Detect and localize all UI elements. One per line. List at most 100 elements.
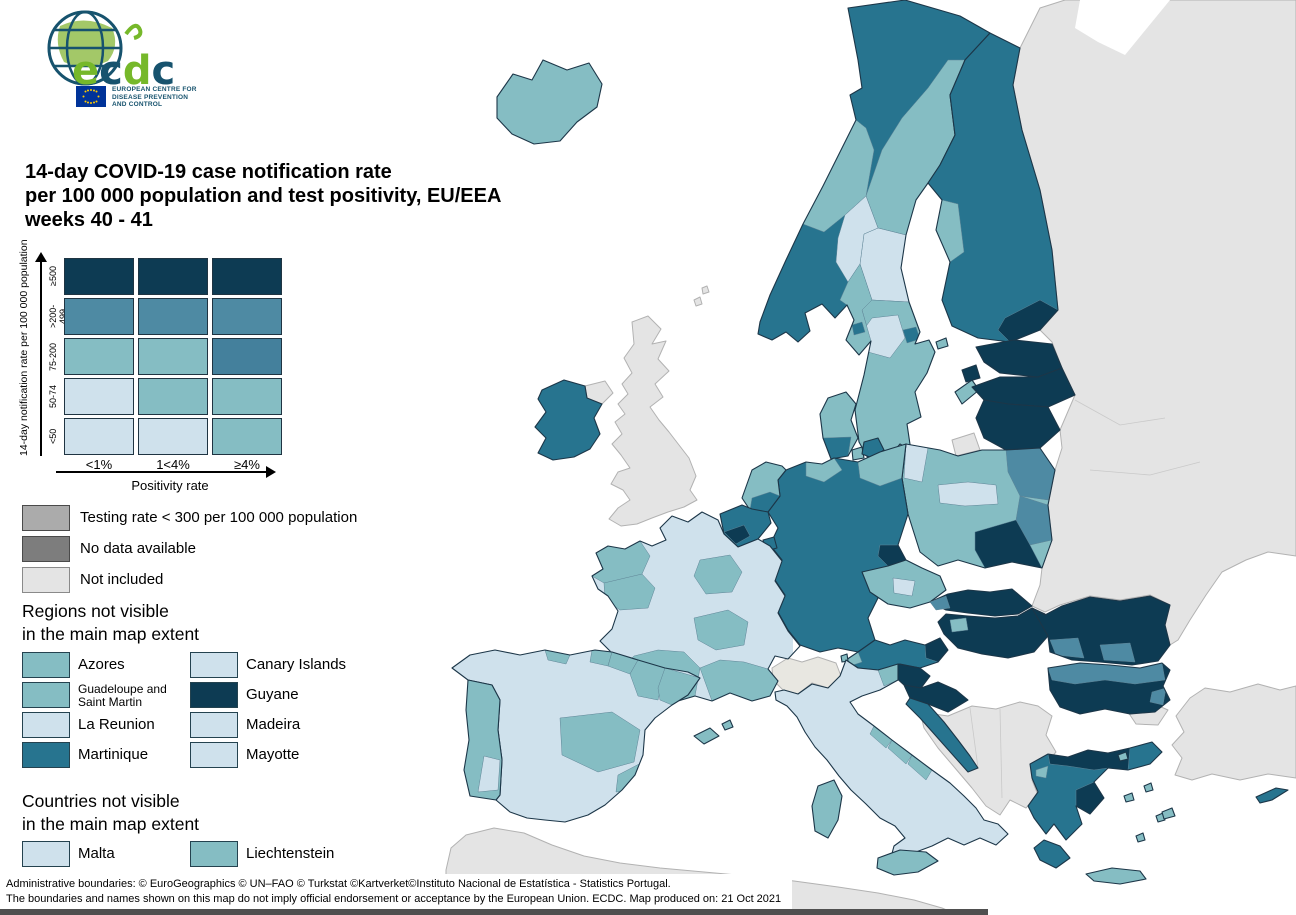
region-greece-west [1035, 765, 1049, 779]
region-slovakia-west [929, 595, 951, 611]
region-balearic-islands [693, 727, 720, 745]
region-france-burgundy [693, 554, 743, 595]
map-title: 14-day COVID-19 case notification rate p… [25, 160, 525, 232]
region-russia-belarus-ukraine [1012, 0, 1296, 646]
matrix-y-axis-arrowhead [35, 252, 47, 262]
title-line-1: 14-day COVID-19 case notification rate [25, 161, 392, 183]
region-aland [935, 337, 949, 350]
region-western-balkans [919, 701, 1057, 816]
matrix-y-axis-arrow [40, 262, 42, 456]
legend-swatch-martinique [22, 742, 70, 768]
footer-line-1: Administrative boundaries: © EuroGeograp… [6, 878, 671, 890]
logo-caption-line: AND CONTROL [112, 101, 163, 108]
footer-background [0, 874, 792, 915]
region-sicily [876, 849, 939, 876]
region-aegean-island [1123, 792, 1135, 803]
region-poland-east [1015, 495, 1053, 546]
legend-swatch-testing-rate [22, 505, 70, 531]
matrix-cell-r1c0 [64, 298, 134, 335]
matrix-cell-r3c2 [212, 378, 282, 415]
matrix-row-label: 75-200 [48, 342, 58, 371]
region-saaremaa [961, 364, 981, 383]
region-rhodes [1161, 807, 1176, 820]
logo-caption-line: EUROPEAN CENTRE FOR [112, 86, 197, 93]
legend-swatch-canary-islands [190, 652, 238, 678]
legend-swatch-no-data [22, 536, 70, 562]
matrix-col-label: <1% [85, 457, 113, 472]
matrix-cell-r2c0 [64, 338, 134, 375]
region-cyprus [1255, 787, 1289, 804]
region-croatia-coast [905, 697, 979, 773]
border-portugal [463, 679, 503, 801]
countries-heading-line2: in the main map extent [22, 814, 200, 834]
admin-boundary-line [969, 707, 979, 769]
admin-boundary-line [1074, 399, 1166, 426]
regions-heading-line2: in the main map extent [22, 624, 200, 644]
logo-caption: EUROPEAN CENTRE FOR DISEASE PREVENTION A… [112, 86, 197, 109]
region-spain-castilla-la-mancha [559, 711, 641, 773]
border-greece [1027, 741, 1163, 841]
legend-swatch-mayotte [190, 742, 238, 768]
matrix-col-label: 1<4% [156, 457, 190, 472]
region-aegean-island [1135, 832, 1146, 843]
matrix-cell-r2c1 [138, 338, 208, 375]
sea-barents [1075, 0, 1170, 55]
admin-boundary-line [1089, 461, 1201, 476]
legend-label-la-reunion: La Reunion [78, 716, 155, 733]
region-aegean-island [1117, 751, 1129, 762]
matrix-cell-r4c0 [64, 418, 134, 455]
region-lithuania [975, 399, 1061, 451]
region-crete [1085, 867, 1147, 885]
legend-swatch-not-included [22, 567, 70, 593]
region-turkey [1171, 683, 1296, 781]
legend-swatch-la-reunion [22, 712, 70, 738]
region-poland-center [937, 481, 999, 507]
title-line-2: per 100 000 population and test positivi… [25, 185, 502, 207]
region-menorca [721, 719, 734, 731]
ecdc-logo: ecdc [47, 10, 175, 94]
region-hungary-northwest [949, 617, 969, 633]
regions-heading-line1: Regions not visible [22, 601, 169, 621]
matrix-cell-r2c2 [212, 338, 282, 375]
border-bulgaria [1047, 662, 1171, 715]
matrix-x-axis-label: Positivity rate [131, 478, 209, 493]
legend-label-canary-islands: Canary Islands [246, 656, 347, 673]
logo-sprout [124, 23, 143, 40]
region-portugal-southeast [477, 755, 501, 793]
matrix-row-label: 50-74 [48, 384, 58, 409]
border-denmark [819, 391, 859, 460]
countries-legend-heading: Countries not visible in the main map ex… [22, 790, 199, 836]
legend-label-madeira: Madeira [246, 716, 301, 733]
border-romania [1031, 595, 1171, 666]
region-slovakia [929, 588, 1033, 617]
legend-swatch-guadeloupe [22, 682, 70, 708]
eu-flag-icon [76, 86, 106, 107]
bottom-edge-strip [0, 909, 988, 915]
legend-label-mayotte: Mayotte [246, 746, 300, 763]
regions-legend-heading: Regions not visible in the main map exte… [22, 600, 199, 646]
legend-label-testing-rate: Testing rate < 300 per 100 000 populatio… [80, 509, 358, 526]
legend-label-guadeloupe: Guadeloupe and Saint Martin [78, 682, 167, 709]
border-czechia [861, 559, 947, 609]
matrix-col-label: ≥4% [234, 457, 260, 472]
region-iceland [496, 59, 603, 145]
legend-swatch-liechtenstein [190, 841, 238, 867]
matrix-row-label: <50 [48, 428, 58, 445]
region-belgium-west [723, 524, 751, 545]
matrix-cell-r3c0 [64, 378, 134, 415]
region-oslo [851, 321, 866, 336]
region-france-rhone [693, 609, 749, 651]
matrix-cell-r4c1 [138, 418, 208, 455]
matrix-row-label: ≥500 [48, 266, 58, 287]
matrix-cell-r4c2 [212, 418, 282, 455]
region-romania-southwest [1049, 637, 1085, 659]
region-sardinia [811, 779, 843, 839]
region-gotland [954, 379, 980, 405]
border-scandinavia [757, 0, 991, 461]
legend-swatch-guyane [190, 682, 238, 708]
matrix-x-axis-arrowhead [266, 466, 276, 478]
region-austria-east [924, 638, 948, 663]
matrix-x-axis-arrow [56, 471, 268, 473]
legend-label-not-included: Not included [80, 571, 164, 588]
matrix-cell-r0c0 [64, 258, 134, 295]
